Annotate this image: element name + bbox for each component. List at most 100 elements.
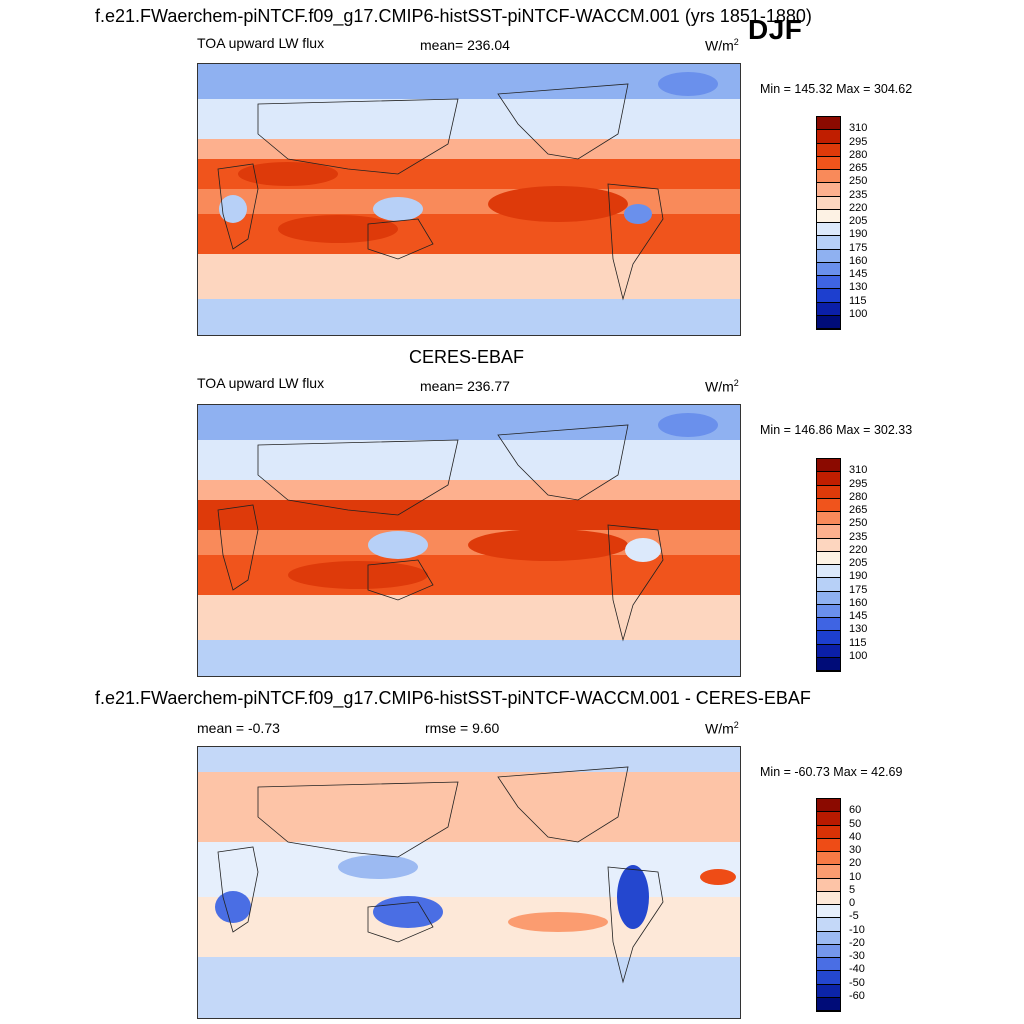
- panel2-coast-australia: [367, 559, 434, 601]
- panel1-band-southmid: [198, 254, 740, 299]
- panel2-coast-africa: [217, 504, 259, 591]
- panel3-band-south: [198, 897, 740, 957]
- panel1-coast-namerica: [497, 83, 629, 160]
- colorbar-tick-label: 235: [849, 188, 868, 201]
- colorbar-swatch: [817, 315, 840, 329]
- colorbar-tick-label: 130: [849, 623, 868, 636]
- panel2-cool-amazon: [625, 538, 661, 562]
- colorbar-swatch: [817, 209, 840, 223]
- colorbar-swatch: [817, 918, 840, 932]
- panel3-units-base: W/m: [705, 720, 734, 737]
- colorbar-swatch: [817, 276, 840, 290]
- panel3-colorbar: [816, 798, 841, 1012]
- panel1-units-base: W/m: [705, 37, 734, 54]
- colorbar-tick-label: 160: [849, 596, 868, 609]
- colorbar-swatch: [817, 130, 840, 144]
- colorbar-tick-label: 30: [849, 844, 862, 856]
- colorbar-swatch: [817, 485, 840, 499]
- colorbar-swatch: [817, 812, 840, 826]
- panel1-colorbar: [816, 116, 841, 330]
- colorbar-swatch: [817, 799, 840, 813]
- colorbar-swatch: [817, 170, 840, 184]
- colorbar-tick-label: 220: [849, 543, 868, 556]
- colorbar-swatch: [817, 931, 840, 945]
- colorbar-swatch: [817, 459, 840, 473]
- panel3-neg-maritime: [338, 855, 418, 879]
- panel1-coast-australia: [367, 218, 434, 260]
- colorbar-tick-label: 265: [849, 162, 868, 174]
- colorbar-swatch: [817, 236, 840, 250]
- colorbar-swatch: [817, 852, 840, 866]
- panel3-minmax: Min = -60.73 Max = 42.69: [760, 765, 903, 779]
- panel1-hotspot-indian: [278, 215, 398, 243]
- colorbar-tick-label: -20: [849, 936, 865, 949]
- panel2-map-svg: [198, 405, 740, 676]
- panel1-cool-africa: [219, 195, 247, 223]
- colorbar-swatch: [817, 618, 840, 632]
- colorbar-swatch: [817, 512, 840, 526]
- panel3-neg-samerica: [617, 865, 649, 929]
- panel1-band-south: [198, 214, 740, 254]
- colorbar-tick-label: 250: [849, 517, 868, 530]
- panel3-coast-australia: [367, 901, 434, 943]
- colorbar-tick-label: 60: [849, 804, 862, 817]
- colorbar-swatch: [817, 302, 840, 316]
- panel3-coast-namerica: [497, 766, 629, 843]
- colorbar-swatch: [817, 891, 840, 905]
- panel2-coast-asia: [257, 439, 459, 516]
- colorbar-tick-label: 310: [849, 122, 868, 135]
- colorbar-swatch: [817, 591, 840, 605]
- colorbar-swatch: [817, 117, 840, 131]
- panel3-units: W/m2: [705, 720, 739, 737]
- panel3-map-svg: [198, 747, 740, 1018]
- colorbar-swatch: [817, 984, 840, 998]
- panel1-coast-asia: [257, 98, 459, 175]
- colorbar-swatch: [817, 971, 840, 985]
- colorbar-tick-label: -40: [849, 963, 865, 976]
- colorbar-tick-label: 190: [849, 228, 868, 241]
- panel1-mean-label: mean= 236.04: [420, 37, 510, 53]
- colorbar-tick-label: 175: [849, 583, 868, 596]
- colorbar-tick-label: 160: [849, 254, 868, 267]
- colorbar-tick-label: 115: [849, 294, 867, 307]
- panel2-cool-maritime: [368, 531, 428, 559]
- colorbar-swatch: [817, 538, 840, 552]
- colorbar-swatch: [817, 143, 840, 157]
- panel3-rmse-label: rmse = 9.60: [425, 720, 500, 736]
- colorbar-swatch: [817, 865, 840, 879]
- colorbar-tick-label: 310: [849, 464, 868, 477]
- panel1-polar-north: [198, 64, 740, 99]
- panel2-band-north: [198, 440, 740, 480]
- colorbar-swatch: [817, 644, 840, 658]
- colorbar-swatch: [817, 551, 840, 565]
- panel3-coast-samerica: [607, 866, 664, 984]
- colorbar-swatch: [817, 604, 840, 618]
- colorbar-tick-label: 205: [849, 557, 868, 569]
- panel3-coast-africa: [217, 846, 259, 933]
- colorbar-swatch: [817, 525, 840, 539]
- colorbar-tick-label: 175: [849, 241, 868, 254]
- panel2-left-label: TOA upward LW flux: [197, 375, 325, 391]
- colorbar-tick-label: 235: [849, 530, 868, 543]
- panel1-band-north: [198, 99, 740, 139]
- panel1-title: f.e21.FWaerchem-piNTCF.f09_g17.CMIP6-his…: [95, 6, 812, 26]
- panel3-polar-north: [198, 747, 740, 772]
- panel1-coast-samerica: [607, 183, 664, 301]
- panel2-units-base: W/m: [705, 378, 734, 395]
- colorbar-swatch: [817, 825, 840, 839]
- colorbar-swatch: [817, 498, 840, 512]
- colorbar-swatch: [817, 997, 840, 1011]
- colorbar-swatch: [817, 565, 840, 579]
- panel1-hotspot-pacific: [488, 186, 628, 222]
- colorbar-tick-label: 280: [849, 148, 868, 161]
- colorbar-tick-label: 115: [849, 636, 867, 649]
- colorbar-tick-label: 145: [849, 610, 868, 622]
- panel2-title: CERES-EBAF: [409, 347, 525, 367]
- colorbar-tick-label: 100: [849, 649, 868, 662]
- colorbar-tick-label: 10: [849, 870, 862, 883]
- panel3-title: f.e21.FWaerchem-piNTCF.f09_g17.CMIP6-his…: [95, 688, 811, 708]
- panel2-cool-greenland: [658, 413, 718, 437]
- panel1-cool-amazon: [624, 204, 652, 224]
- panel1-cool-maritime: [373, 197, 423, 221]
- panel2-hotspot-south: [288, 561, 428, 589]
